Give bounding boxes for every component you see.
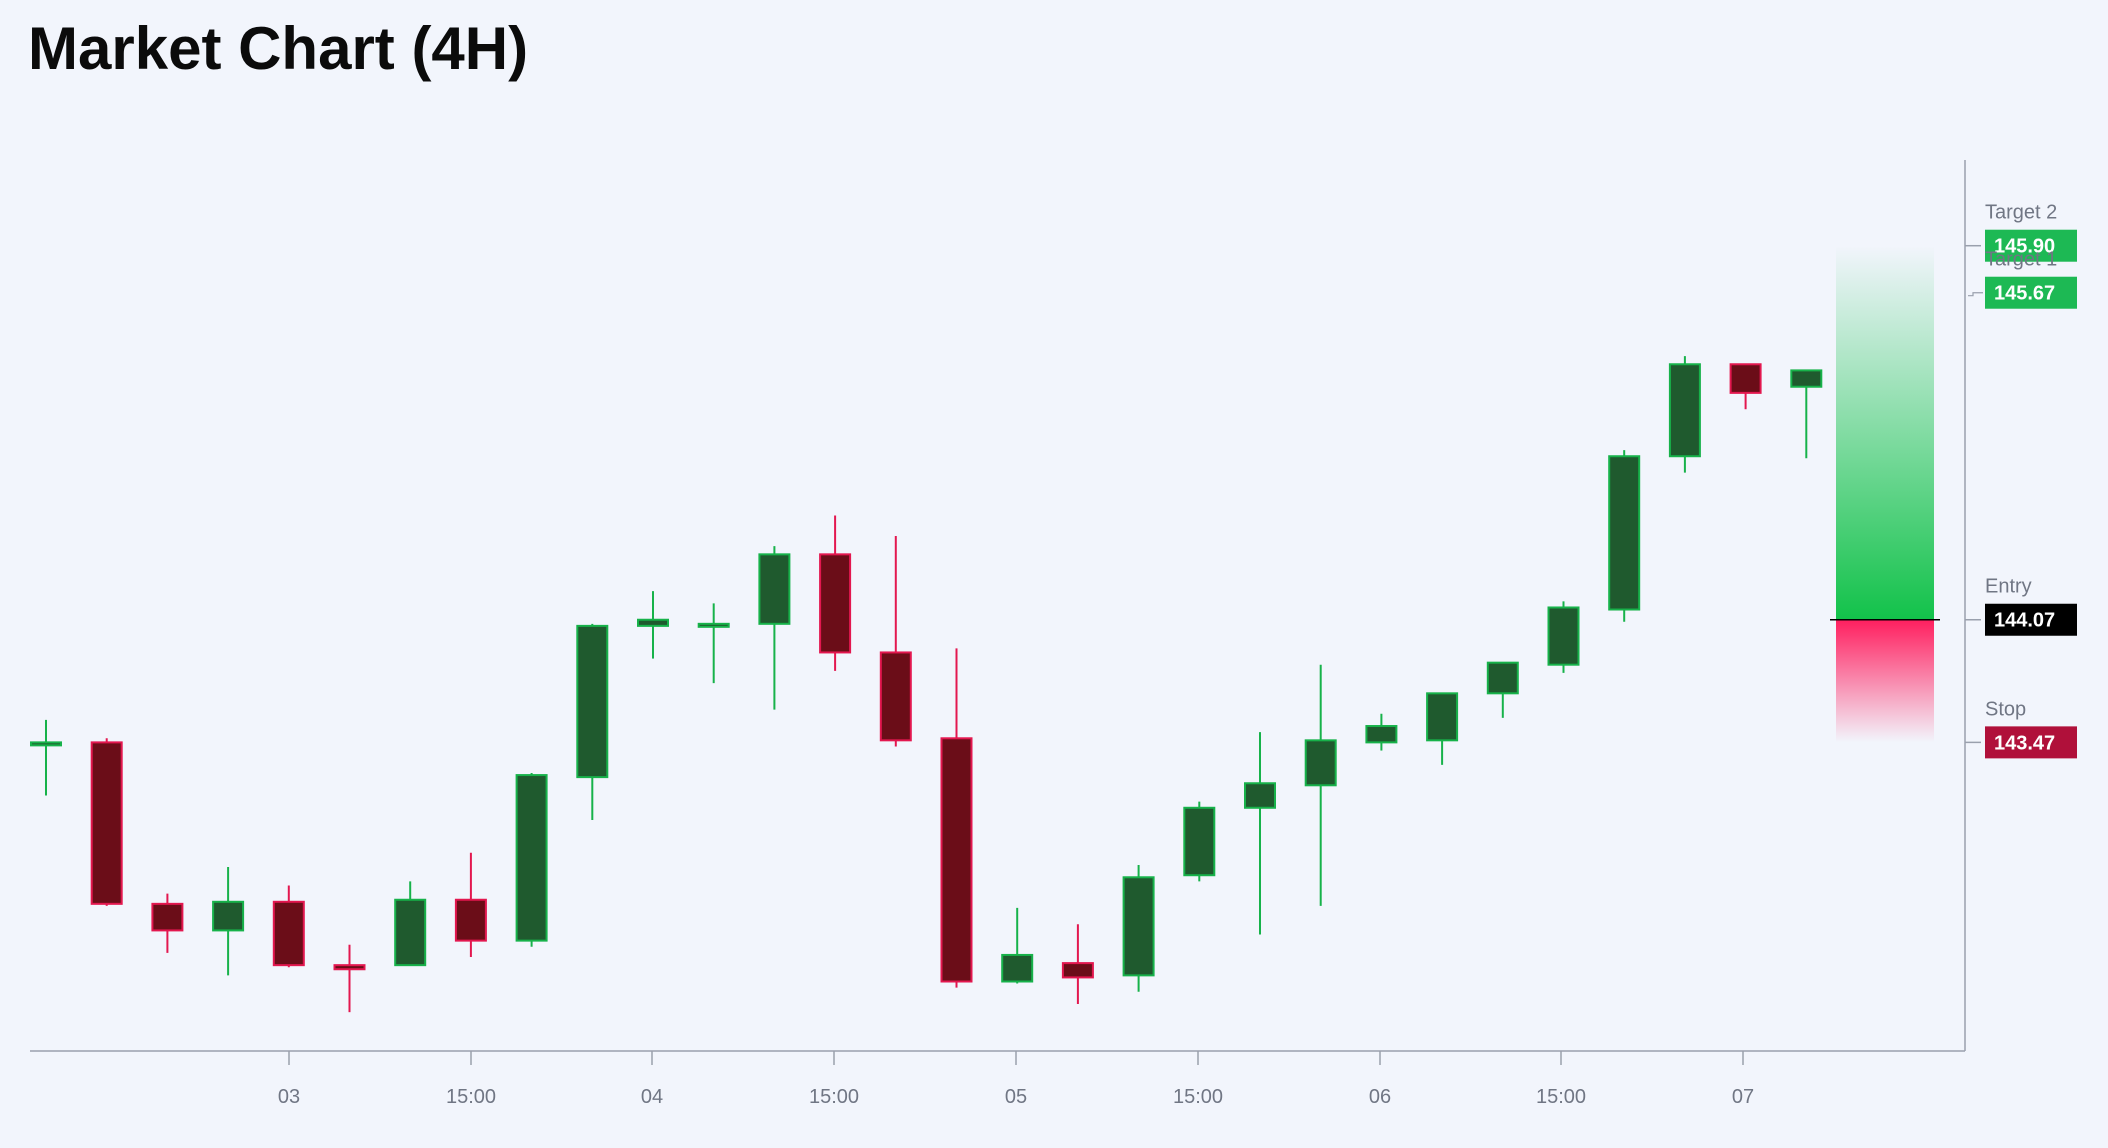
candle-body (1547, 606, 1580, 666)
level-price-value: 145.90 (1994, 236, 2055, 258)
level-name: Target 1 (1985, 249, 2057, 271)
candle-body (576, 624, 609, 779)
chart-title: Market Chart (4H) (28, 15, 529, 82)
candle-body (1486, 661, 1519, 695)
candle-body (151, 902, 184, 932)
candle-body (758, 553, 791, 625)
x-tick-label: 06 (1369, 1086, 1391, 1108)
candle-body (1304, 739, 1337, 787)
x-tick-label: 15:00 (809, 1086, 859, 1108)
level-price-tag (1985, 229, 2077, 262)
level-price-value: 143.47 (1994, 732, 2055, 754)
candle-body (1001, 953, 1034, 983)
x-tick-label: 07 (1732, 1086, 1754, 1108)
candle-body (637, 618, 669, 627)
candle-body (1183, 806, 1216, 877)
candle-body (212, 900, 245, 932)
level-name: Stop (1985, 698, 2026, 720)
level-price-tag (1985, 276, 2077, 309)
candle-body (1122, 876, 1155, 977)
loss-zone (1836, 619, 1934, 743)
candle-body (1244, 782, 1276, 809)
x-tick-label: 03 (278, 1086, 300, 1108)
level-price-value: 145.67 (1994, 283, 2055, 305)
candle-body (1790, 369, 1823, 388)
level-name: Entry (1985, 576, 2032, 598)
candle-body (454, 898, 487, 942)
x-tick-label: 15:00 (1173, 1086, 1223, 1108)
candle-body (1061, 962, 1094, 979)
candle-body (333, 964, 366, 971)
candle-body (90, 741, 123, 905)
candle-body (1668, 363, 1701, 458)
candle-body (1608, 455, 1641, 611)
x-tick-label: 05 (1005, 1086, 1027, 1108)
candle-body (940, 737, 973, 983)
candle-body (1365, 725, 1398, 744)
profit-zone (1836, 245, 1934, 620)
level-price-value: 144.07 (1994, 610, 2055, 632)
level-name: Target 2 (1985, 202, 2057, 224)
candle-body (30, 741, 62, 747)
candle-body (879, 651, 912, 742)
candle-body (697, 622, 730, 628)
x-tick-label: 04 (641, 1086, 663, 1108)
level-price-tag (1985, 603, 2077, 636)
candle-body (394, 898, 427, 967)
x-tick-label: 15:00 (1536, 1086, 1586, 1108)
candle-body (272, 900, 305, 967)
candle-body (515, 774, 548, 942)
candle-body (1729, 363, 1762, 394)
level-connector (1968, 292, 1983, 297)
level-price-tag (1985, 726, 2077, 759)
x-tick-label: 15:00 (446, 1086, 496, 1108)
candle-body (1426, 692, 1459, 742)
candle-body (819, 553, 852, 654)
